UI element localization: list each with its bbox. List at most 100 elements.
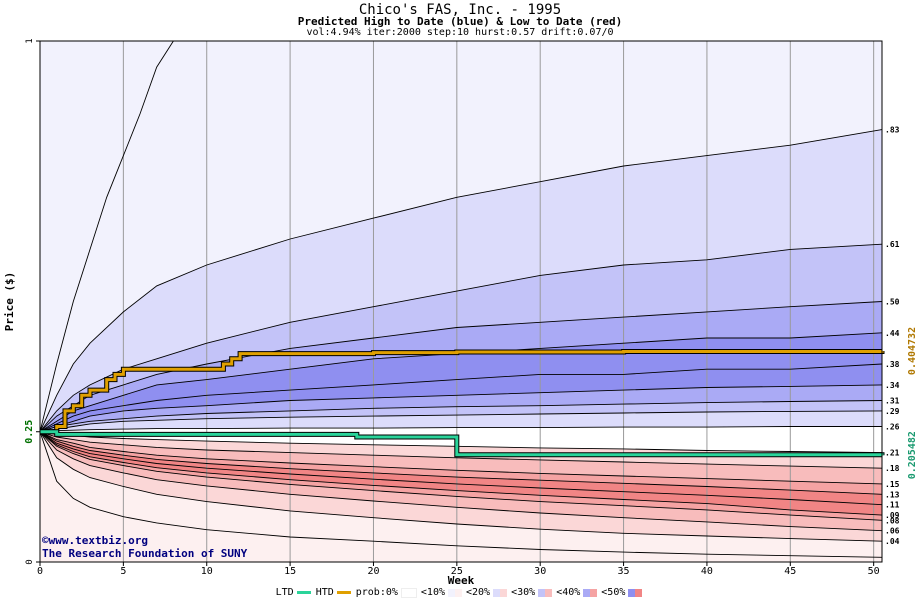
curve-end-label-15: .08 [885,516,900,525]
legend-band-1: <10% [420,587,445,598]
low-band-1 [40,431,882,484]
axis-labels: 0 5 10 15 20 25 30 35 40 45 50 0 0.25 1 Week Price ($) [3,38,880,587]
plot-frame [39,40,883,563]
low-band-4 [40,431,882,516]
percentile-curve-3 [39,332,883,433]
percentile-curve-10 [39,431,883,469]
x-tick-label-15: 15 [284,566,296,577]
x-tick-label-0: 0 [37,566,43,577]
high-band-3 [40,332,882,432]
curve-end-label-12: .13 [885,490,900,499]
curve-end-label-4: .38 [885,360,900,369]
high-band-7 [40,410,882,432]
chart-subtitle: Predicted High to Date (blue) & Low to D… [297,15,623,28]
y-axis-title: Price ($) [3,272,16,332]
x-tick-label-5: 5 [120,566,126,577]
x-tick-label-10: 10 [201,566,213,577]
legend-htd-swatch [336,591,351,594]
watermark-org: The Research Foundation of SUNY [42,547,248,560]
percentile-curve-8 [39,426,882,433]
curve-end-label-10: .18 [885,464,900,473]
percentile-curve-1 [39,243,883,433]
legend: LTD HTD prob:0% <10% <20% <30% <40% <50% [0,587,920,598]
percentile-curve-6 [39,400,883,433]
x-axis-title: Week [448,574,475,587]
percentile-curves: .83 .61 .50 .44 .38 .34 .31 .29 .26 .21 .18 .15.13.… [39,40,900,558]
legend-swatch-4 [583,588,598,597]
percentile-curve-7 [39,410,883,433]
chart-title: Chico's FAS, Inc. - 1995 [358,2,562,18]
high-band-6 [40,400,882,432]
htd-end-label: 0.404732 [907,327,918,375]
percentile-curve-13 [39,431,883,506]
htd-line [40,350,884,434]
low-band-2 [40,431,882,495]
x-tick-label-50: 50 [868,566,880,577]
x-tick-label-40: 40 [701,566,713,577]
legend-band-3: <30% [511,587,536,598]
observed-series: 0.404732 0.205482 [40,327,918,479]
curve-end-label-6: .31 [885,396,900,405]
legend-swatch-2 [493,588,508,597]
percentile-curve-17 [39,431,883,542]
curve-end-label-8: .26 [885,423,900,432]
percentile-curve-11 [39,431,883,485]
legend-swatch-5 [628,588,643,597]
chart-params: vol:4.94% iter:2000 step:10 hurst:0.57 d… [306,27,614,38]
watermark-url: ©www.textbiz.org [42,534,148,547]
curve-end-label-0: .83 [885,126,900,135]
high-band-0 [40,129,882,432]
percentile-curve-0 [39,129,883,432]
legend-ltd-label: LTD [275,587,294,598]
x-tick-label-25: 25 [451,566,463,577]
ltd-end-label: 0.205482 [907,431,918,479]
x-tick-label-30: 30 [534,566,546,577]
curve-end-label-9: .21 [885,449,900,458]
high-band-2 [40,301,882,432]
legend-band-4: <40% [556,587,581,598]
max-curve [39,40,174,432]
legend-ltd-swatch [296,591,311,594]
x-tick-label-45: 45 [784,566,796,577]
ltd-line [40,430,884,457]
legend-swatch-3 [538,588,553,597]
curve-end-label-11: .15 [885,480,900,489]
curve-end-label-14: .09 [885,511,900,520]
legend-swatch-0 [400,587,417,598]
x-tick-label-20: 20 [367,566,379,577]
legend-htd-label: HTD [315,587,334,598]
axes [36,40,883,566]
curve-end-label-1: .61 [885,240,900,249]
low-band-5 [40,431,882,521]
percentile-curve-12 [39,431,883,495]
y-tick-label-0.25: 0.25 [24,420,35,444]
percentile-curve-16 [39,431,883,532]
y-tick-label-1: 1 [25,38,35,43]
min-curve [39,431,883,558]
percentile-curve-15 [39,431,883,521]
high-band-4 [40,364,882,432]
legend-band-2: <20% [466,587,491,598]
low-band-3 [40,431,882,505]
percentile-curve-14 [39,431,883,516]
curve-end-label-17: .04 [885,537,900,546]
legend-prob-label: prob:0% [355,587,398,598]
curve-end-label-16: .06 [885,527,900,536]
high-band-5 [40,384,882,432]
curve-end-label-7: .29 [885,407,900,416]
curve-end-label-3: .44 [885,329,900,338]
low-band-0 [40,431,882,469]
percentile-curve-2 [39,301,883,433]
percentile-curve-5 [39,384,883,433]
curve-end-label-13: .11 [885,501,900,510]
high-band-1 [40,244,882,432]
y-tick-label-0: 0 [25,559,35,564]
x-tick-label-35: 35 [618,566,630,577]
legend-band-5: <50% [601,587,626,598]
percentile-curve-4 [39,363,883,433]
curve-end-label-2: .50 [885,298,900,307]
legend-swatch-1 [448,588,462,597]
low-band-6 [40,431,882,531]
watermark: ©www.textbiz.org The Research Foundation… [42,534,247,560]
